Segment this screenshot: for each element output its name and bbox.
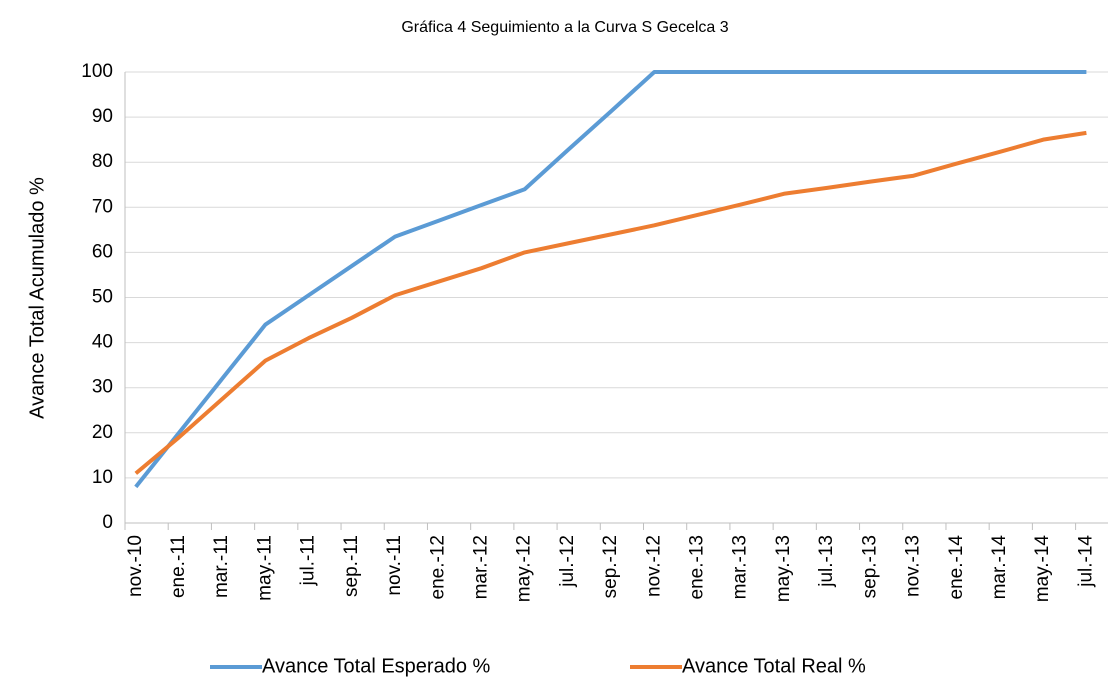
x-tick-label: nov.-11	[384, 535, 405, 596]
x-tick-label: ene.-14	[946, 535, 967, 600]
x-tick-label: mar.-14	[989, 535, 1010, 600]
x-tick-label: may.-12	[514, 535, 535, 602]
legend-label: Avance Total Real %	[682, 655, 866, 677]
x-tick-label: may.-14	[1032, 535, 1053, 603]
x-tick-label: ene.-13	[687, 535, 708, 599]
x-tick-label: nov.-13	[903, 535, 924, 597]
x-tick-label: ene.-11	[168, 535, 189, 598]
chart-title: Gráfica 4 Seguimiento a la Curva S Gecel…	[401, 19, 728, 36]
x-tick-label: jul.-14	[1075, 535, 1096, 588]
y-tick-label: 70	[92, 196, 113, 217]
y-tick-label: 10	[92, 467, 113, 488]
series-line	[134, 70, 1087, 489]
legend-label: Avance Total Esperado %	[262, 655, 491, 677]
y-axis-label: Avance Total Acumulado %	[26, 177, 48, 419]
x-tick-label: ene.-12	[427, 535, 448, 599]
y-tick-label: 0	[102, 512, 113, 533]
y-tick-label: 90	[92, 106, 113, 127]
y-tick-label: 40	[92, 332, 113, 353]
y-tick-label: 30	[92, 377, 113, 398]
x-tick-label: sep.-13	[859, 535, 880, 598]
x-tick-label: nov.-10	[125, 535, 146, 597]
x-tick-label: mar.-13	[730, 535, 751, 599]
x-tick-label: mar.-12	[470, 535, 491, 599]
y-tick-label: 100	[81, 61, 113, 82]
y-tick-label: 60	[92, 241, 113, 262]
y-tick-label: 20	[92, 422, 113, 443]
x-tick-label: nov.-12	[643, 535, 664, 597]
x-tick-label: sep.-12	[600, 535, 621, 598]
y-tick-label: 80	[92, 151, 113, 172]
x-tick-label: jul.-13	[816, 535, 837, 588]
x-tick-label: jul.-11	[298, 535, 319, 586]
y-tick-label: 50	[92, 287, 113, 308]
x-tick-label: may.-13	[773, 535, 794, 602]
x-tick-label: sep.-11	[341, 535, 362, 597]
x-tick-label: mar.-11	[211, 535, 232, 598]
x-tick-label: jul.-12	[557, 535, 578, 588]
series-line	[134, 130, 1087, 475]
x-tick-label: may.-11	[254, 535, 275, 601]
